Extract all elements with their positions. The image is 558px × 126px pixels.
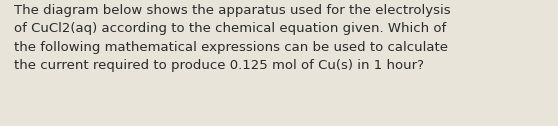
Text: The diagram below shows the apparatus used for the electrolysis
of CuCl2(aq) acc: The diagram below shows the apparatus us…: [14, 4, 450, 72]
